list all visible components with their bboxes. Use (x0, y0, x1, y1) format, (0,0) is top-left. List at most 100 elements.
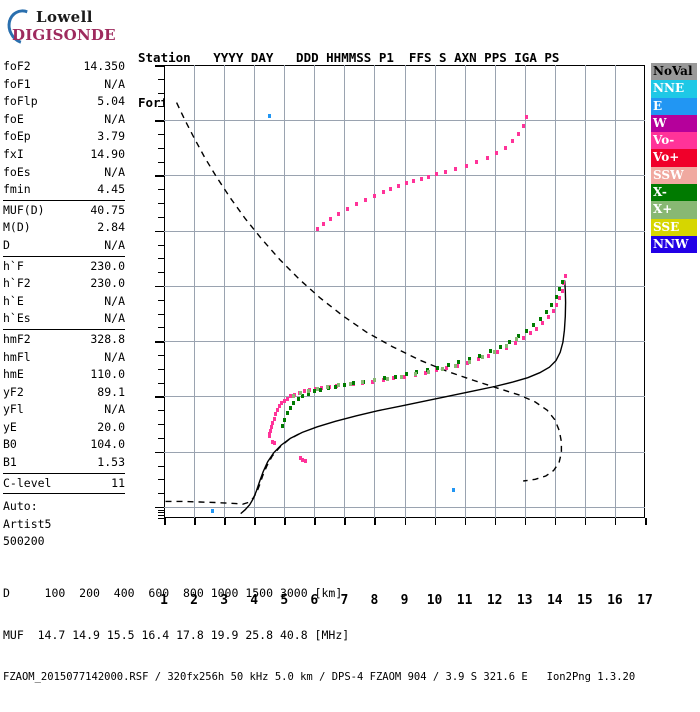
ionogram-echo-point (555, 302, 559, 307)
param-key: M(D) (3, 220, 31, 235)
footer-info: D 100 200 400 600 800 1000 1500 3000 [km… (3, 558, 635, 712)
ionogram-echo-point (487, 354, 491, 359)
ionogram-plot[interactable]: 8010020030040050060070080090012345678910… (155, 65, 653, 608)
transmission-curve (165, 432, 302, 505)
gridline-vertical (314, 65, 316, 518)
ionogram-echo-point (434, 368, 438, 373)
ionogram-echo-point (306, 391, 310, 396)
ionogram-echo-point (389, 186, 393, 191)
ionogram-echo-point (544, 309, 548, 314)
y-axis-tick-minor (158, 216, 164, 218)
station-header-columns: Station YYYY DAY DDD HHMMSS P1 FFS S AXN… (138, 50, 560, 65)
ionogram-echo-point (412, 179, 416, 183)
ionogram-echo-point (269, 428, 273, 433)
legend-item-nnw[interactable]: NNW (651, 235, 697, 254)
ionogram-echo-point (451, 488, 455, 493)
param-row: B0 104.0 (3, 436, 125, 454)
gridline-vertical (554, 65, 556, 518)
param-row: M(D) 2.84 (3, 219, 125, 237)
y-axis-tick-minor (158, 493, 164, 495)
ionogram-echo-point (288, 405, 292, 410)
ionogram-echo-point (443, 169, 447, 174)
ionogram-echo-point (281, 424, 285, 429)
transmission-curve (175, 102, 563, 482)
y-axis-tick-minor (158, 437, 164, 439)
legend-item-ssw[interactable]: SSW (651, 166, 697, 185)
legend-item-x-[interactable]: X- (651, 184, 697, 202)
param-group-0: foF2 14.350 foF1 N/A foFlp 5.04 foE N/A foEp 3.79… (3, 58, 125, 199)
param-row: C-level 11 (3, 475, 125, 493)
polarization-legend[interactable]: NoVal NNE E W Vo- Vo+ SSW X- X+ SSE NNW (651, 63, 697, 254)
legend-item-noval[interactable]: NoVal (651, 63, 697, 81)
gridline-vertical (614, 65, 616, 518)
y-axis-tick-minor (158, 465, 164, 467)
x-axis-tick (254, 518, 256, 525)
param-value: 4.45 (97, 182, 125, 197)
legend-item-sse[interactable]: SSE (651, 218, 697, 236)
ionogram-echo-point (403, 374, 406, 379)
x-axis-tick (194, 518, 196, 525)
legend-item-vo-[interactable]: Vo+ (651, 149, 697, 167)
ionogram-echo-point (494, 151, 498, 156)
ionogram-echo-point (524, 115, 528, 120)
param-key: D (3, 237, 10, 252)
ionogram-echo-point (268, 432, 272, 437)
ionogram-echo-point (352, 381, 356, 386)
x-axis-tick (374, 518, 376, 525)
param-value: 110.0 (90, 367, 125, 382)
ionogram-echo-point (354, 202, 358, 207)
legend-item-x-[interactable]: X+ (651, 201, 697, 219)
ionogram-echo-point (496, 350, 500, 355)
ionogram-echo-point (454, 363, 458, 368)
ionogram-echo-point (475, 160, 479, 165)
y-axis-tick-minor (158, 258, 164, 260)
param-row: h`E N/A (3, 293, 125, 311)
param-group-1: MUF(D) 40.75 M(D) 2.84 D N/A (3, 202, 125, 255)
param-value: N/A (104, 349, 125, 364)
x-axis-tick (344, 518, 346, 525)
param-value: N/A (104, 76, 125, 91)
param-value: 1.53 (97, 455, 125, 470)
y-axis-tick-minor (158, 382, 164, 384)
ionogram-echo-point (445, 366, 449, 371)
x-axis-tick (314, 518, 316, 525)
param-row: hmE 110.0 (3, 366, 125, 384)
ionogram-echo-point (312, 389, 316, 394)
ionogram-echo-point (319, 387, 323, 392)
legend-item-e[interactable]: E (651, 97, 697, 115)
ionogram-echo-point (498, 344, 502, 349)
ionogram-echo-point (315, 386, 319, 391)
footer-muf-row: MUF 14.7 14.9 15.5 16.4 17.8 19.9 25.8 4… (3, 628, 350, 642)
ionogram-echo-point (301, 457, 305, 462)
logo-lowell-text: Lowell (36, 8, 93, 26)
ionogram-echo-point (464, 163, 468, 168)
ionogram-echo-point (272, 416, 276, 421)
x-axis-tick (404, 518, 406, 525)
param-row: hmF2 328.8 (3, 331, 125, 349)
auto-scaler-info: Auto: Artist5 500200 (3, 498, 125, 551)
ionogram-echo-point (306, 388, 310, 393)
y-axis-tick-minor (158, 515, 164, 517)
y-axis-tick-minor (158, 424, 164, 426)
param-key: fxI (3, 146, 24, 161)
param-key: h`Es (3, 311, 31, 326)
y-axis-tick-minor (158, 134, 164, 136)
param-row: fxI 14.90 (3, 146, 125, 164)
param-value: 2.84 (97, 220, 125, 235)
plot-overlay-curves (165, 102, 567, 515)
legend-item-nne[interactable]: NNE (651, 80, 697, 98)
auto-scaler-line: Artist5 (3, 516, 52, 531)
legend-item-w[interactable]: W (651, 114, 697, 133)
param-value: 14.350 (83, 59, 125, 73)
param-separator (3, 255, 125, 257)
param-value: N/A (104, 293, 125, 308)
y-axis-tick-minor (158, 479, 164, 481)
param-key: yFl (3, 402, 24, 417)
ionogram-echo-point (563, 274, 567, 279)
gridline-horizontal (164, 396, 645, 398)
ionogram-echo-point (517, 132, 521, 137)
ionogram-echo-point (434, 172, 438, 177)
legend-item-vo-[interactable]: Vo- (651, 132, 697, 150)
y-axis-tick-minor (158, 509, 164, 511)
plot-axes: 8010020030040050060070080090012345678910… (155, 65, 653, 608)
